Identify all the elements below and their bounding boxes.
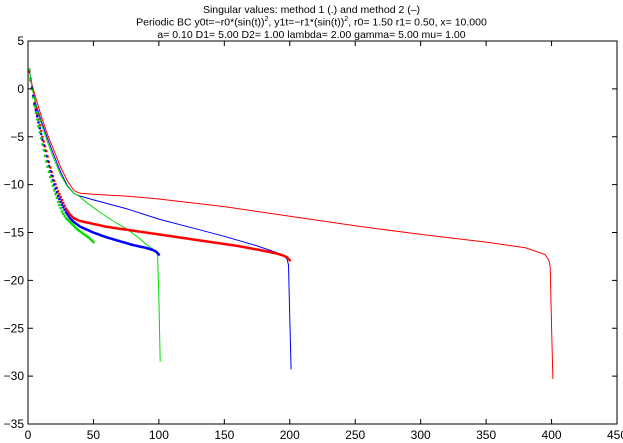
point [46, 165, 49, 169]
x-tick-label: 300 [411, 428, 431, 442]
y-tick-label: 5 [17, 34, 24, 48]
point [56, 200, 60, 204]
subtitle-1-sup1: 2 [264, 16, 269, 23]
point [63, 214, 66, 218]
point [67, 211, 70, 214]
point [39, 137, 43, 140]
subtitle-1-post: , r0= 1.50 r1= 0.50, x= 10.000 [348, 16, 487, 29]
point [59, 200, 62, 204]
point [51, 184, 55, 188]
y-tick-label: −5 [10, 130, 24, 144]
series-dots-3 [28, 70, 292, 262]
point [63, 208, 66, 212]
x-tick-label: 350 [476, 428, 496, 442]
x-tick-label: 200 [280, 428, 300, 442]
point [28, 68, 31, 71]
point [50, 180, 53, 183]
subtitle-1-sup2: 2 [344, 16, 349, 23]
point [55, 191, 59, 194]
point [54, 192, 57, 196]
point [47, 170, 51, 174]
point [58, 197, 61, 201]
point [28, 70, 31, 73]
y-tick-label: −10 [4, 178, 25, 192]
x-tick-label: 0 [25, 428, 32, 442]
point [55, 196, 59, 200]
point [38, 131, 42, 134]
point [288, 259, 292, 262]
x-tick-label: 150 [214, 428, 234, 442]
x-tick-label: 250 [345, 428, 365, 442]
point [62, 212, 65, 215]
x-tick-label: 400 [542, 428, 562, 442]
point [38, 126, 42, 130]
point [54, 187, 57, 190]
subtitle-1-mid: , y1t=−r1*(sin(t)) [268, 16, 345, 29]
series-line-2 [28, 69, 161, 362]
y-tick-label: −25 [4, 321, 25, 335]
x-tick-label: 450 [607, 428, 623, 442]
y-tick-label: −30 [4, 369, 25, 383]
point [64, 211, 68, 214]
point [37, 124, 40, 128]
chart-subtitle-2: a= 0.10 D1= 5.00 D2= 1.00 lambda= 2.00 g… [157, 29, 466, 41]
point [66, 209, 69, 212]
point [37, 121, 40, 124]
point [60, 203, 64, 206]
series-dots-5 [28, 68, 95, 244]
point [58, 203, 61, 207]
x-tick-label: 50 [87, 428, 101, 442]
point [33, 102, 36, 106]
point [58, 192, 61, 196]
point [35, 115, 39, 118]
point [157, 253, 161, 256]
point [49, 175, 52, 179]
point [42, 140, 45, 143]
point [33, 104, 36, 108]
point [34, 111, 38, 115]
series-layer [28, 68, 554, 380]
point [41, 143, 44, 146]
y-tick-label: −20 [4, 273, 25, 287]
point [56, 194, 60, 198]
point [66, 213, 69, 216]
axes-box [27, 40, 618, 425]
y-tick-label: −15 [4, 226, 25, 240]
x-tick-label: 100 [149, 428, 169, 442]
point [42, 148, 45, 152]
y-tick-label: 0 [17, 82, 24, 96]
point [52, 189, 56, 192]
point [67, 214, 70, 218]
point [59, 206, 62, 210]
point [92, 240, 95, 244]
y-tick-label: −35 [4, 417, 25, 431]
subtitle-1-pre: Periodic BC y0t=−r0*(sin(t)) [136, 16, 265, 29]
ticks-layer: 05010015020025030035040045050−5−10−15−20… [4, 34, 623, 442]
point [60, 210, 64, 213]
point [62, 201, 65, 205]
point [60, 198, 64, 202]
point [31, 96, 35, 99]
point [34, 109, 38, 112]
point [29, 78, 32, 81]
point [35, 118, 39, 121]
chart-title: Singular values: method 1 (.) and method… [202, 4, 421, 16]
chart-subtitle-1: Periodic BC y0t=−r0*(sin(t))2, y1t=−r1*(… [0, 16, 623, 29]
point [62, 206, 65, 209]
point [59, 195, 62, 199]
series-dots-4 [28, 68, 161, 256]
series-line-0 [28, 71, 554, 380]
point [45, 160, 48, 163]
point [43, 154, 47, 158]
